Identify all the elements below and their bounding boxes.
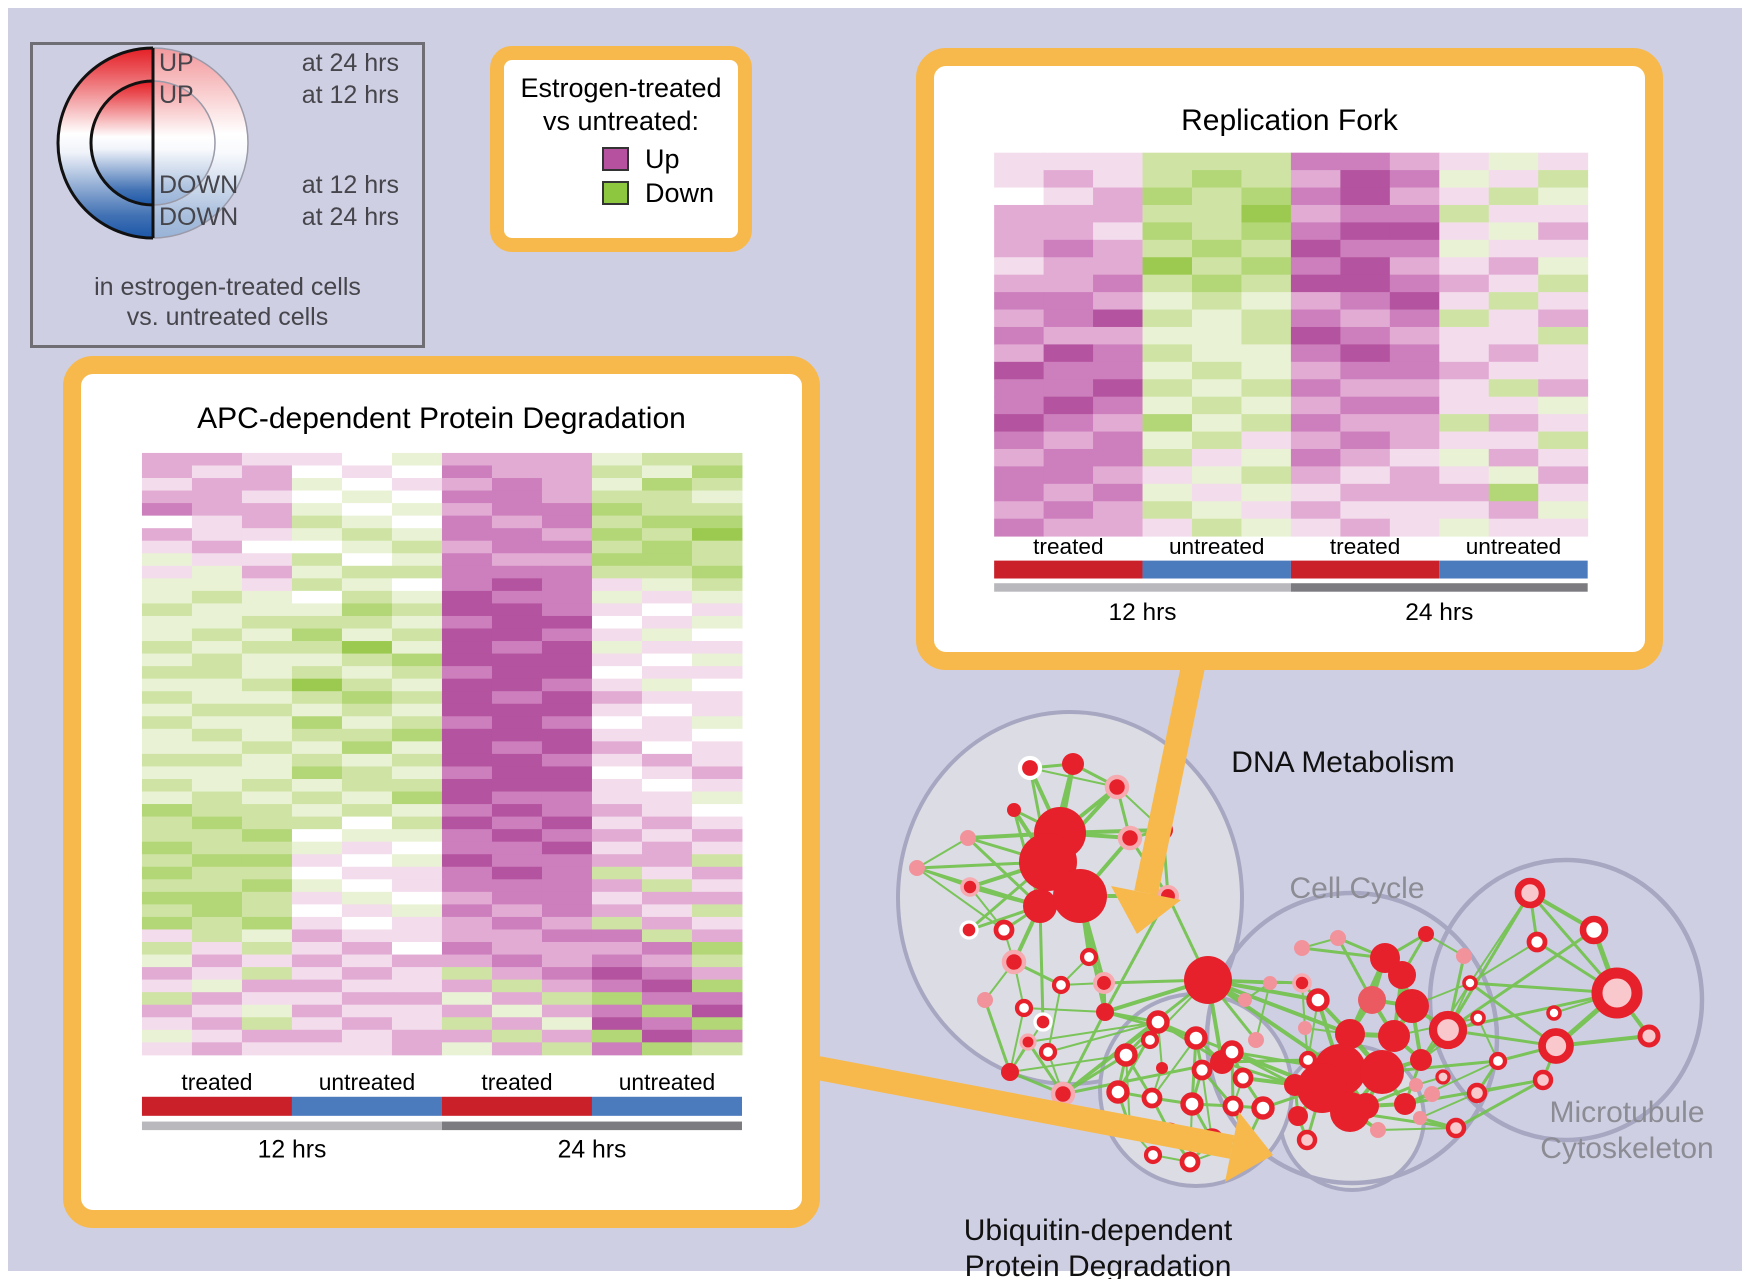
ring-legend-box: UP at 24 hrs UP at 12 hrs DOWN at 12 hrs DOWN a… — [30, 42, 425, 348]
apc-time-label: 12 hrs — [258, 1137, 327, 1164]
rf-group-label: treated — [1033, 534, 1103, 559]
rf-group-label: untreated — [1169, 534, 1265, 559]
rf-heatmap-cells — [994, 152, 1589, 537]
apc-heatmap-cells — [141, 452, 743, 1056]
ring-legend-graphic: UP at 24 hrs UP at 12 hrs DOWN at 12 hrs DOWN a… — [56, 46, 399, 240]
updown-legend-title-1: Estrogen-treated — [520, 73, 722, 103]
ring-row-word: DOWN — [159, 171, 238, 199]
ring-row-word: UP — [159, 49, 194, 77]
apc-time-label: 24 hrs — [558, 1137, 627, 1164]
cluster-label: DNA Metabolism — [1231, 746, 1454, 779]
ring-row-time: at 24 hrs — [302, 203, 399, 231]
cluster-label: Cell Cycle — [1289, 872, 1424, 905]
ring-row-word: UP — [159, 81, 194, 109]
apc-group-label: treated — [481, 1069, 552, 1095]
updown-legend-item: Down — [602, 176, 738, 210]
apc-heatmap: treated untreated treated untreated 12 hrs 24… — [141, 452, 743, 1164]
callout-arrows — [815, 649, 1273, 1182]
ring-row-word: DOWN — [159, 203, 238, 231]
cluster-label: Cytoskeleton — [1540, 1132, 1713, 1165]
rf-time-label: 24 hrs — [1405, 599, 1473, 626]
cluster-labels: DNA Metabolism Cell Cycle MicrotubuleCytos… — [964, 746, 1714, 1279]
replication-fork-panel-title: Replication Fork — [1181, 104, 1398, 137]
down-color-swatch — [602, 181, 629, 205]
updown-legend-item: Up — [602, 142, 738, 176]
ring-legend-caption-1: in estrogen-treated cells — [94, 273, 361, 301]
ring-row-time: at 24 hrs — [302, 49, 399, 77]
replication-fork-heatmap: treated untreated treated untreated 12 hrs 24… — [994, 152, 1589, 626]
cluster-label: Microtubule — [1549, 1096, 1704, 1129]
rf-group-label: untreated — [1466, 534, 1562, 559]
cluster-label: Ubiquitin-dependent — [964, 1214, 1233, 1247]
network-nodes — [909, 753, 1661, 1173]
apc-group-label: treated — [181, 1069, 252, 1095]
ring-row-time: at 12 hrs — [302, 81, 399, 109]
ring-row-time: at 12 hrs — [302, 171, 399, 199]
updown-legend-items: Up Down — [504, 138, 738, 210]
ring-legend-caption-2: vs. untreated cells — [126, 303, 329, 331]
updown-legend-title-2: vs untreated: — [542, 106, 700, 136]
apc-panel-title: APC-dependent Protein Degradation — [197, 402, 686, 435]
updown-legend-box: Estrogen-treated vs untreated: Up Down — [490, 46, 752, 252]
up-down-ring-icon — [56, 46, 249, 240]
cluster-label: Protein Degradation — [965, 1250, 1232, 1279]
updown-item-label: Down — [645, 177, 715, 208]
replication-fork-heatmap-panel: Replication Fork treated untreated treated… — [916, 48, 1663, 670]
rf-group-labels: treated untreated treated untreated — [994, 534, 1588, 579]
up-color-swatch — [602, 147, 629, 171]
apc-group-label: untreated — [619, 1069, 716, 1095]
rf-group-label: treated — [1330, 534, 1400, 559]
apc-group-label: untreated — [319, 1069, 416, 1095]
apc-group-labels: treated untreated treated untreated — [141, 1069, 742, 1116]
apc-heatmap-panel: APC-dependent Protein Degradation treate… — [63, 356, 820, 1228]
rf-time-label: 12 hrs — [1108, 599, 1176, 626]
updown-item-label: Up — [645, 143, 680, 174]
ring-legend-rows: UP at 24 hrs UP at 12 hrs DOWN at 12 hrs DOWN a… — [159, 49, 399, 231]
